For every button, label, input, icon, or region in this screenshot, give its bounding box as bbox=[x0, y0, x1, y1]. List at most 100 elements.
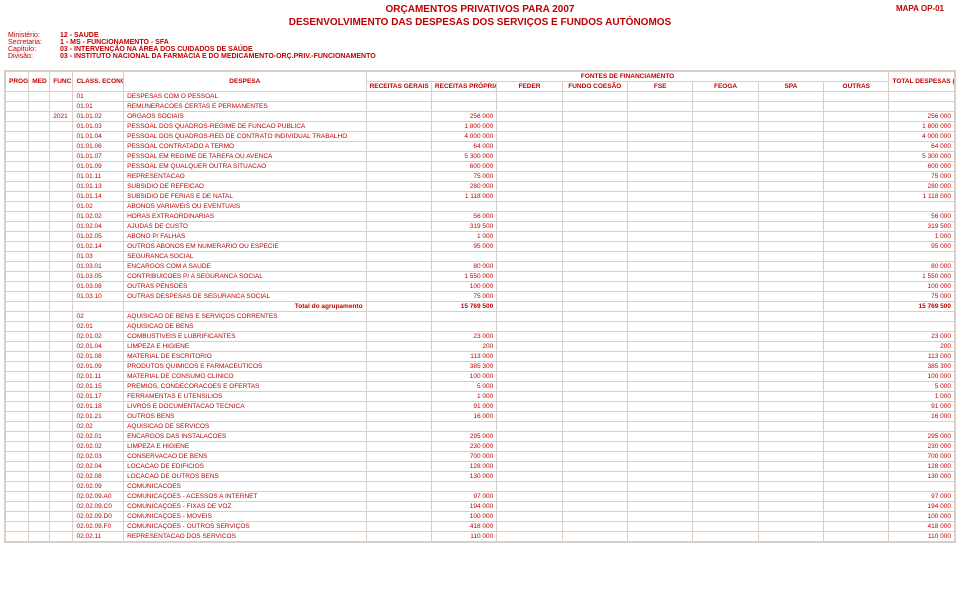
cell-code: 01.03.08 bbox=[73, 282, 124, 292]
cell-func bbox=[50, 342, 73, 352]
cell-fse bbox=[628, 392, 693, 402]
table-row: 202101.01.02ORGAOS SOCIAIS256 000256 000 bbox=[6, 112, 955, 122]
cell-med bbox=[29, 152, 50, 162]
cell-spa bbox=[758, 102, 823, 112]
cell-feoga bbox=[693, 172, 758, 182]
table-row: 01.01REMUNERACOES CERTAS E PERMANENTES bbox=[6, 102, 955, 112]
cell-desc: PRODUTOS QUIMICOS E FARMACEUTICOS bbox=[124, 362, 367, 372]
cell-rec-proprias: 15 769 500 bbox=[431, 302, 496, 312]
cell-desc: ABONO P/ FALHAS bbox=[124, 232, 367, 242]
table-row: 01.01.06PESSOAL CONTRATADO A TERMO64 000… bbox=[6, 142, 955, 152]
cell-feoga bbox=[693, 412, 758, 422]
cell-rec-proprias bbox=[431, 202, 496, 212]
cell-code: 01.02 bbox=[73, 202, 124, 212]
cell-spa bbox=[758, 162, 823, 172]
cell-feoga bbox=[693, 132, 758, 142]
cell-desc: PESSOAL EM QUALQUER OUTRA SITUACAO bbox=[124, 162, 367, 172]
table-row: 02.02.11REPRESENTACAO DOS SERVICOS110 00… bbox=[6, 532, 955, 542]
cell-rec-proprias: 113 000 bbox=[431, 352, 496, 362]
cell-fundo-coesao bbox=[562, 232, 627, 242]
table-row: 02.02.09.C0COMUNICAÇOES - FIXAS DE VOZ19… bbox=[6, 502, 955, 512]
title-row: ORÇAMENTOS PRIVATIVOS PARA 2007 MAPA OP-… bbox=[8, 4, 952, 15]
cell-outras bbox=[824, 302, 889, 312]
cell-outras bbox=[824, 352, 889, 362]
cell-fse bbox=[628, 112, 693, 122]
col-func: FUNC bbox=[50, 72, 73, 92]
cell-rec-proprias bbox=[431, 252, 496, 262]
cell-fundo-coesao bbox=[562, 522, 627, 532]
cell-feder bbox=[497, 332, 562, 342]
cell-prog bbox=[6, 282, 29, 292]
cell-med bbox=[29, 222, 50, 232]
cell-func bbox=[50, 412, 73, 422]
cell-fundo-coesao bbox=[562, 482, 627, 492]
cell-fundo-coesao bbox=[562, 412, 627, 422]
cell-fundo-coesao bbox=[562, 392, 627, 402]
cell-func bbox=[50, 222, 73, 232]
cell-prog bbox=[6, 412, 29, 422]
cell-fse bbox=[628, 532, 693, 542]
cell-feoga bbox=[693, 492, 758, 502]
cell-rec-gerais bbox=[366, 362, 431, 372]
cell-med bbox=[29, 262, 50, 272]
cell-prog bbox=[6, 202, 29, 212]
cell-feder bbox=[497, 382, 562, 392]
cell-outras bbox=[824, 102, 889, 112]
cell-code: 02.01.18 bbox=[73, 402, 124, 412]
col-rec-proprias: RECEITAS PRÓPRIAS bbox=[431, 82, 496, 92]
cell-feder bbox=[497, 122, 562, 132]
cell-rec-proprias: 319 500 bbox=[431, 222, 496, 232]
cell-rec-gerais bbox=[366, 392, 431, 402]
cell-rec-proprias: 280 000 bbox=[431, 182, 496, 192]
cell-feder bbox=[497, 222, 562, 232]
cell-rec-proprias bbox=[431, 422, 496, 432]
cell-total: 75 000 bbox=[889, 172, 955, 182]
cell-spa bbox=[758, 452, 823, 462]
cell-prog bbox=[6, 372, 29, 382]
meta-value: 1 - MS - FUNCIONAMENTO - SFA bbox=[60, 39, 169, 46]
cell-rec-proprias: 97 000 bbox=[431, 492, 496, 502]
cell-spa bbox=[758, 202, 823, 212]
cell-prog bbox=[6, 512, 29, 522]
cell-rec-proprias: 16 000 bbox=[431, 412, 496, 422]
cell-desc: AQUISICAO DE BENS E SERVIÇOS CORRENTES bbox=[124, 312, 367, 322]
cell-fse bbox=[628, 502, 693, 512]
cell-fse bbox=[628, 142, 693, 152]
cell-func bbox=[50, 312, 73, 322]
cell-feder bbox=[497, 252, 562, 262]
cell-fse bbox=[628, 162, 693, 172]
cell-rec-proprias: 5 000 bbox=[431, 382, 496, 392]
meta-label: Divisão: bbox=[8, 53, 60, 60]
cell-fundo-coesao bbox=[562, 402, 627, 412]
cell-total: 194 000 bbox=[889, 502, 955, 512]
col-spa: SPA bbox=[758, 82, 823, 92]
table-row: 02.01.08MATERIAL DE ESCRITORIO113 000113… bbox=[6, 352, 955, 362]
cell-feder bbox=[497, 302, 562, 312]
cell-spa bbox=[758, 112, 823, 122]
cell-med bbox=[29, 202, 50, 212]
cell-spa bbox=[758, 372, 823, 382]
cell-spa bbox=[758, 262, 823, 272]
cell-prog bbox=[6, 172, 29, 182]
cell-fundo-coesao bbox=[562, 452, 627, 462]
cell-desc: ENCARGOS DAS INSTALACOES bbox=[124, 432, 367, 442]
col-prog: PROG bbox=[6, 72, 29, 92]
cell-func bbox=[50, 122, 73, 132]
cell-feoga bbox=[693, 482, 758, 492]
cell-func bbox=[50, 302, 73, 312]
cell-rec-gerais bbox=[366, 452, 431, 462]
table-row: 02.01AQUISICAO DE BENS bbox=[6, 322, 955, 332]
cell-rec-proprias bbox=[431, 102, 496, 112]
cell-rec-gerais bbox=[366, 312, 431, 322]
table-row: 01.03.01ENCARGOS COM A SAUDE80 00080 000 bbox=[6, 262, 955, 272]
cell-func bbox=[50, 432, 73, 442]
cell-feder bbox=[497, 282, 562, 292]
cell-med bbox=[29, 492, 50, 502]
cell-total: 16 000 bbox=[889, 412, 955, 422]
col-total: TOTAL DESPESAS (EM EUROS) bbox=[889, 72, 955, 92]
cell-desc: LIVROS E DOCUMENTACAO TECNICA bbox=[124, 402, 367, 412]
cell-spa bbox=[758, 332, 823, 342]
cell-rec-gerais bbox=[366, 122, 431, 132]
cell-feoga bbox=[693, 162, 758, 172]
cell-func bbox=[50, 522, 73, 532]
